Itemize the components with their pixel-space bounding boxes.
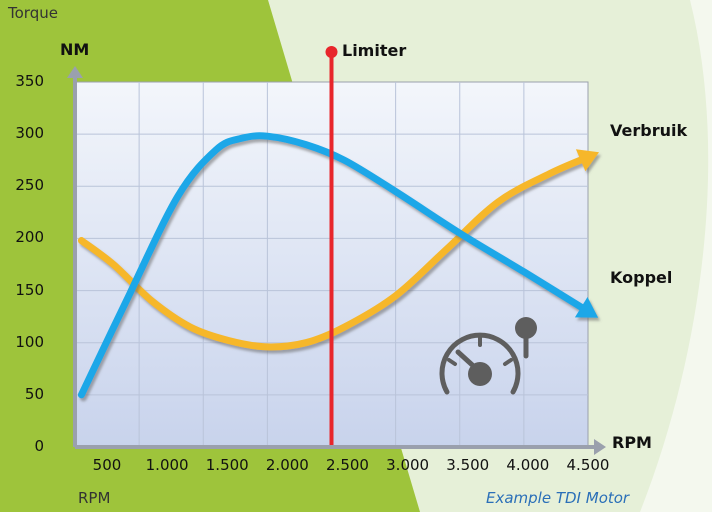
y-tick-label: 50 bbox=[24, 384, 44, 403]
series-koppel-group bbox=[77, 132, 599, 399]
series-arrow-verbruik bbox=[575, 149, 600, 172]
series-label-verbruik: Verbruik bbox=[610, 121, 688, 140]
x-tick-label: 4.000 bbox=[506, 456, 550, 474]
right-edge-band bbox=[640, 0, 712, 512]
x-tick-label: 3.000 bbox=[386, 456, 430, 474]
limiter-marker bbox=[325, 46, 338, 58]
x-tick-label: 3.500 bbox=[446, 456, 490, 474]
x-tick-label: 1.500 bbox=[205, 456, 249, 474]
y-tick-label: 0 bbox=[34, 437, 44, 455]
y-tick-label: 300 bbox=[15, 124, 44, 143]
series-layer bbox=[77, 132, 600, 399]
y-tick-label: 200 bbox=[15, 228, 44, 247]
x-axis-arrow bbox=[594, 439, 606, 455]
x-tick-label: 2.000 bbox=[265, 456, 309, 474]
x-axis-label: RPM bbox=[612, 433, 652, 452]
x-tick-label: 2.500 bbox=[326, 456, 369, 474]
limiter-label: Limiter bbox=[342, 41, 407, 60]
x-tick-label: 4.500 bbox=[566, 456, 610, 474]
x-tick-label: 1.000 bbox=[145, 456, 189, 474]
y-axis-unit-label: NM bbox=[60, 40, 90, 59]
y-tick-label: 250 bbox=[15, 176, 44, 195]
limiter-layer bbox=[325, 46, 338, 447]
x-tick-label: 500 bbox=[92, 456, 122, 474]
series-label-koppel: Koppel bbox=[610, 268, 673, 287]
series-line-verbruik bbox=[77, 153, 592, 351]
y-tick-label: 350 bbox=[15, 72, 44, 90]
caption: Example TDI Motor bbox=[486, 489, 630, 507]
series-arrow-koppel bbox=[574, 297, 599, 318]
gauge-icon bbox=[439, 317, 537, 395]
axes-layer bbox=[67, 66, 606, 455]
series-verbruik-group bbox=[77, 149, 600, 351]
y-tick-label: 100 bbox=[15, 332, 44, 351]
torque-label: Torque bbox=[8, 4, 58, 22]
y-axis-arrow bbox=[67, 66, 83, 78]
series-line-koppel bbox=[77, 132, 592, 399]
y-tick-label: 150 bbox=[15, 280, 44, 299]
rpm-bottom-label: RPM bbox=[78, 489, 111, 507]
